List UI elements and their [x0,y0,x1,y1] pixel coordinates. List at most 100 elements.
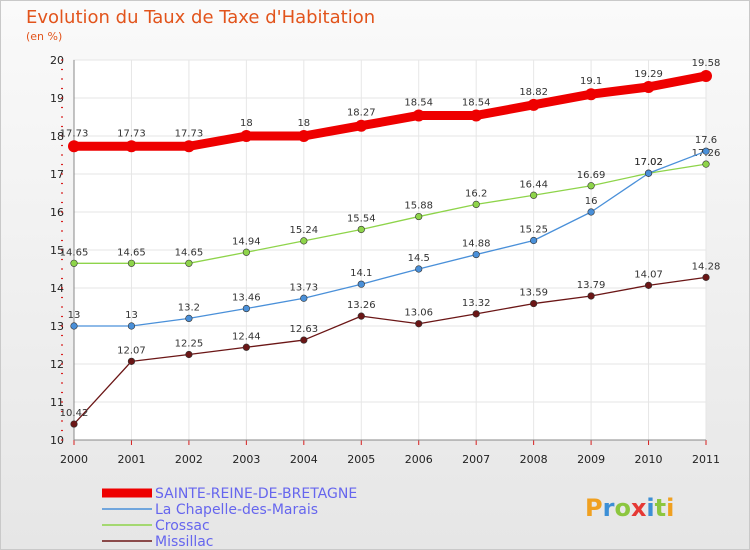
chart-unit: (en %) [26,30,62,43]
series-line [69,71,711,151]
legend-label: Missillac [155,534,214,550]
data-point [242,248,250,256]
x-tick-label: 2006 [405,453,433,466]
x-tick-label: 2010 [635,453,663,466]
data-point [472,250,480,259]
data-label: 13.32 [462,298,491,309]
data-label: 13 [68,310,81,321]
data-point [185,350,193,359]
data-label: 14.94 [232,236,261,247]
data-label: 13.79 [577,280,606,291]
data-label: 14.07 [634,269,663,280]
data-point [185,259,193,267]
data-label: 14.5 [408,253,430,264]
y-tick-label: 16 [50,206,64,219]
data-point [644,281,653,289]
data-point [472,200,480,208]
x-tick-label: 2008 [520,453,548,466]
data-point [185,314,193,323]
data-point [702,273,710,281]
data-label: 12.44 [232,331,261,342]
x-tick-label: 2009 [577,453,605,466]
x-tick-label: 2000 [60,453,88,466]
data-point [415,320,423,328]
y-tick-label: 12 [50,358,64,371]
data-point [587,182,595,190]
axes: 10 11 12 13 14 15 16 17 18 19 20 2000 2001 2002 2003 20… [50,54,720,466]
data-point [127,259,136,267]
data-point [530,191,538,199]
data-label: 15.25 [519,225,548,236]
data-label: 13.06 [404,308,433,319]
data-point [127,322,136,330]
data-label: 17.73 [60,128,89,139]
data-point [702,160,710,168]
data-label: 17.73 [175,128,204,139]
data-label: 19.29 [634,69,663,80]
series-4: 10.42 12.07 12.25 12.44 12.63 13.26 13.06 13.32… [60,261,721,428]
data-point [642,80,655,93]
y-tick-label: 13 [50,320,64,333]
data-label: 18.82 [519,87,548,98]
y-tick-label: 20 [50,54,64,67]
data-point [530,236,538,245]
data-label: 19.1 [580,76,602,87]
series-line [73,163,707,264]
data-label: 15.88 [404,201,433,212]
data-label: 14.65 [175,247,204,258]
y-tick-label: 18 [50,130,64,143]
data-label: 14.65 [60,247,89,258]
y-tick-label: 15 [50,244,64,257]
data-label: 13.2 [178,302,200,313]
data-point [242,304,250,313]
data-label: 17.02 [634,157,663,168]
y-tick-label: 11 [50,396,64,409]
proxiti-logo: Proxiti [585,494,674,522]
x-tick-label: 2007 [462,453,490,466]
data-point [242,343,250,351]
series-line [73,276,707,425]
data-label: 14.28 [692,261,721,272]
data-label: 18 [240,118,253,129]
y-tick-label: 17 [50,168,64,181]
data-point [125,140,138,153]
data-label: 14.65 [117,247,146,258]
x-tick-label: 2003 [232,453,260,466]
data-label: 13 [125,310,138,321]
data-label: 10.42 [60,408,89,419]
data-point [587,292,595,300]
data-label: 12.07 [117,345,146,356]
series-1: 17.73 17.73 17.73 18 18 18.27 18.54 18.54 18.82 1… [60,58,721,153]
data-point [70,322,78,330]
legend-label: SAINTE-REINE-DE-BRETAGNE [155,486,357,502]
series-2: 13 13 13.2 13.46 13.73 14.1 14.5 14.88 15.25 16 17… [68,135,717,330]
data-point [415,212,423,221]
data-point [530,299,538,308]
data-label: 17.02 [634,157,663,168]
data-point [70,420,78,428]
data-label: 16.44 [519,179,548,190]
data-point [357,225,365,234]
data-label: 15.24 [289,225,318,236]
x-tick-label: 2005 [347,453,375,466]
y-tick-label: 19 [50,92,64,105]
legend-label: Crossac [155,518,210,534]
data-point [68,140,80,153]
x-tick-label: 2004 [290,453,318,466]
data-point [702,147,710,155]
data-label: 14.1 [350,268,372,279]
data-label: 16.69 [577,170,606,181]
data-point [357,312,365,320]
data-label: 19.58 [692,58,721,69]
x-tick-label: 2001 [117,453,145,466]
data-label: 18.54 [404,97,433,108]
data-point [357,280,365,288]
data-label: 13.73 [289,282,318,293]
y-tick-label: 10 [50,434,64,447]
data-label: 12.25 [175,339,204,350]
y-tick-label: 14 [50,282,64,295]
data-point [70,259,78,267]
data-point [585,88,598,101]
data-label: 13.59 [519,288,548,299]
